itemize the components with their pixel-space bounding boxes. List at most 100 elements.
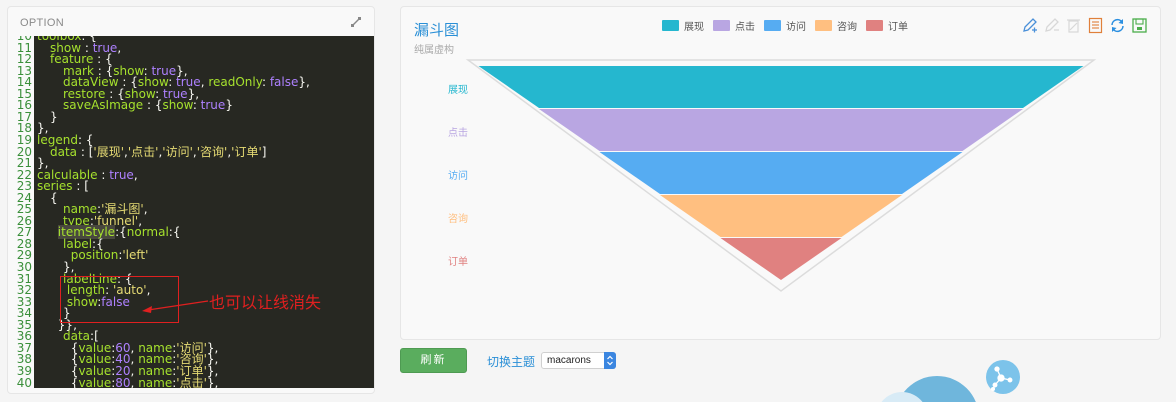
legend-swatch [713,20,730,31]
legend-item[interactable]: 咨询 [815,18,857,33]
code-text: }}, [57,317,77,332]
code-text: {value:80, name:'点击'}, [70,375,219,389]
code-text: show : true, [50,40,122,55]
legend-swatch [866,20,883,31]
line-number: 24 [16,190,32,205]
molecule-icon [990,366,1013,392]
funnel-chart [465,59,1097,292]
legend-item[interactable]: 访问 [764,18,806,33]
annotation-highlight-box [60,276,179,323]
funnel-segment[interactable] [720,238,842,280]
option-panel-title: OPTION [20,17,64,29]
code-text: feature : { [50,52,113,67]
code-text: restore : {show: true}, [63,86,200,101]
line-number: 19 [16,132,32,147]
code-text: show:false [66,294,130,309]
line-number: 13 [16,63,32,78]
refresh-button[interactable]: 刷新 [400,348,467,373]
line-number: 39 [16,363,32,378]
line-number: 22 [16,167,32,182]
code-editor[interactable]: 10 toolbox: {11 show : true, 12 feature : {1… [10,36,374,388]
code-text: series : [ [37,179,89,194]
chart-toolbox [1021,17,1148,34]
expand-icon[interactable] [350,16,362,28]
code-text: calculable : true, [37,167,138,182]
code-text: length: 'auto', [66,283,151,298]
legend-swatch [764,20,781,31]
code-text: {value:20, name:'订单'}, [70,363,219,378]
legend-label: 咨询 [837,22,857,33]
line-number: 20 [16,144,32,159]
line-number: 21 [16,156,32,171]
select-chevron-icon [604,352,616,369]
chart-subtitle: 纯属虚构 [414,45,454,56]
switch-theme-label: 切换主题 [487,355,536,369]
code-text: } [50,109,58,124]
funnel-segment[interactable] [599,152,963,194]
theme-select[interactable]: macarons [541,352,616,369]
funnel-segment[interactable] [478,66,1084,108]
line-number: 35 [16,317,32,332]
legend-item[interactable]: 展现 [662,18,704,33]
line-number: 26 [16,213,32,228]
code-text: toolbox: { [37,36,97,43]
save-as-image-icon[interactable] [1131,17,1148,34]
line-number: 40 [16,375,32,388]
code-text: } [63,306,71,321]
line-number: 14 [16,75,32,90]
code-text: legend: { [37,132,94,147]
funnel-label: 访问 [448,171,468,182]
legend-item[interactable]: 订单 [866,18,908,33]
code-text: { [50,190,58,205]
code-text: mark : {show: true}, [63,63,188,78]
mark-clear-icon[interactable] [1065,17,1082,34]
code-text: {value:60, name:'访问'}, [70,340,219,355]
line-number: 32 [16,283,32,298]
chart-panel: 漏斗图 纯属虚构 展现 点击 访问 咨询 订单 [400,6,1161,340]
legend-item[interactable]: 点击 [713,18,755,33]
line-number: 31 [16,271,32,286]
line-number: 16 [16,98,32,113]
funnel-label: 咨询 [448,214,468,225]
line-number: 28 [16,236,32,251]
line-number: 25 [16,202,32,217]
chart-title: 漏斗图 [414,22,460,39]
mark-icon[interactable] [1021,17,1038,34]
line-number: 10 [16,36,32,43]
code-text: labelLine: { [63,271,133,286]
line-number: 27 [16,225,32,240]
code-text: {value:40, name:'咨询'}, [70,352,219,367]
code-text: position:'left' [70,248,149,263]
line-number: 15 [16,86,32,101]
line-number: 38 [16,352,32,367]
line-number-gutter [10,36,34,388]
data-view-icon[interactable] [1087,17,1104,34]
legend-label: 订单 [888,22,908,33]
decorative-bubble-graphic [881,360,1020,402]
funnel-segment[interactable] [539,109,1023,151]
line-number: 18 [16,121,32,136]
legend-label: 展现 [684,22,704,33]
line-number: 37 [16,340,32,355]
line-number: 36 [16,329,32,344]
annotation-arrow-icon [142,300,209,313]
line-number: 12 [16,52,32,67]
mark-undo-icon[interactable] [1043,17,1060,34]
line-number: 34 [16,306,32,321]
restore-icon[interactable] [1109,17,1126,34]
code-text: name:'漏斗图', [63,202,148,217]
chart-legend: 展现 点击 访问 咨询 订单 [662,18,917,33]
line-number: 23 [16,179,32,194]
annotation-text: 也可以让线消失 [209,293,322,312]
funnel-label: 展现 [448,85,468,96]
code-text: }, [63,260,75,274]
code-text: }, [37,121,49,136]
legend-swatch [662,20,679,31]
funnel-label: 订单 [448,257,468,268]
line-number: 33 [16,294,32,309]
code-text: dataView : {show: true, readOnly: false}… [63,75,310,90]
line-number: 17 [16,109,32,124]
code-text: data : ['展现','点击','访问','咨询','订单'] [50,144,267,159]
funnel-segment[interactable] [660,195,902,237]
